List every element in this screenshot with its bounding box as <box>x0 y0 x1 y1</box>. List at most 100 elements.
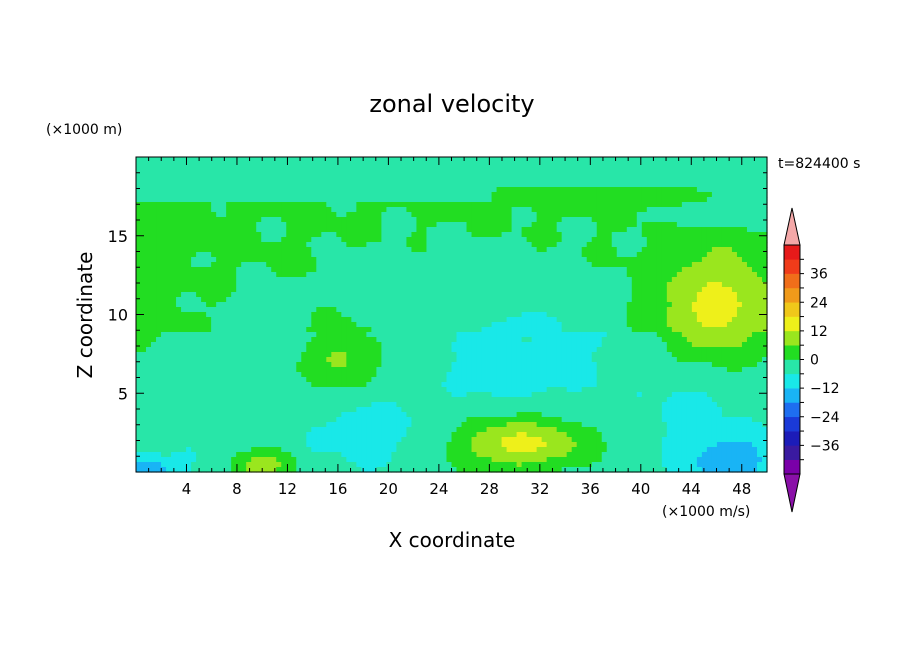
field-cell <box>371 317 377 323</box>
field-cell <box>211 322 217 328</box>
field-cell <box>616 267 623 273</box>
field-cell <box>206 312 212 318</box>
field-cell <box>511 292 518 298</box>
field-cell <box>736 217 743 223</box>
field-cell <box>231 292 237 298</box>
field-cell <box>731 252 738 258</box>
field-cell <box>311 342 317 348</box>
field-cell <box>281 232 287 238</box>
field-cell <box>551 172 558 178</box>
field-cell <box>301 312 307 318</box>
field-cell <box>286 237 292 243</box>
field-cell <box>366 212 372 218</box>
field-cell <box>311 212 317 218</box>
field-cell <box>226 272 232 278</box>
field-cell <box>546 282 553 288</box>
field-cell <box>336 297 342 303</box>
field-cell <box>541 217 548 223</box>
field-cell <box>396 242 403 248</box>
field-cell <box>361 352 367 358</box>
field-cell <box>321 347 327 353</box>
field-cell <box>586 272 593 278</box>
field-cell <box>406 157 413 163</box>
field-cell <box>176 232 182 238</box>
field-cell <box>401 222 408 228</box>
field-cell <box>636 197 643 203</box>
field-cell <box>311 172 317 178</box>
field-cell <box>556 157 563 163</box>
field-cell <box>536 287 543 293</box>
field-cell <box>761 342 768 348</box>
field-cell <box>606 207 613 213</box>
field-cell <box>361 242 367 248</box>
field-cell <box>601 177 608 183</box>
field-cell <box>286 302 292 308</box>
field-cell <box>541 162 548 168</box>
field-cell <box>371 337 377 343</box>
field-cell <box>496 237 503 243</box>
field-cell <box>761 242 768 248</box>
field-cell <box>561 197 568 203</box>
field-cell <box>346 192 352 198</box>
field-cell <box>171 292 177 298</box>
field-cell <box>556 222 563 228</box>
field-cell <box>681 222 688 228</box>
field-cell <box>481 192 488 198</box>
field-cell <box>266 322 272 328</box>
field-cell <box>451 192 458 198</box>
field-cell <box>706 252 713 258</box>
field-cell <box>306 202 312 208</box>
field-cell <box>616 202 623 208</box>
field-cell <box>251 337 257 343</box>
field-cell <box>656 237 663 243</box>
field-cell <box>516 182 523 188</box>
field-cell <box>326 287 332 293</box>
field-cell <box>646 287 653 293</box>
field-cell <box>596 347 603 353</box>
field-cell <box>761 157 768 163</box>
field-cell <box>616 172 623 178</box>
field-cell <box>246 302 252 308</box>
field-cell <box>331 242 337 248</box>
field-cell <box>156 212 162 218</box>
field-cell <box>141 352 147 358</box>
field-cell <box>631 162 638 168</box>
field-cell <box>761 307 768 313</box>
field-cell <box>226 197 232 203</box>
field-cell <box>256 257 262 263</box>
field-cell <box>491 327 498 333</box>
field-cell <box>361 312 367 318</box>
field-cell <box>201 347 207 353</box>
field-cell <box>476 287 483 293</box>
field-cell <box>406 172 413 178</box>
field-cell <box>166 317 172 323</box>
field-cell <box>606 177 613 183</box>
field-cell <box>176 237 182 243</box>
field-cell <box>526 162 533 168</box>
field-cell <box>481 237 488 243</box>
field-cell <box>326 192 332 198</box>
field-cell <box>601 257 608 263</box>
field-cell <box>651 237 658 243</box>
field-cell <box>416 262 423 268</box>
field-cell <box>286 177 292 183</box>
field-cell <box>136 267 142 273</box>
field-cell <box>401 172 408 178</box>
field-cell <box>761 192 768 198</box>
field-cell <box>756 167 763 173</box>
field-cell <box>706 237 713 243</box>
field-cell <box>381 292 387 298</box>
field-cell <box>346 202 352 208</box>
field-cell <box>596 257 603 263</box>
field-cell <box>586 227 593 233</box>
field-cell <box>456 172 463 178</box>
field-cell <box>546 277 553 283</box>
field-cell <box>691 317 698 323</box>
field-cell <box>186 177 192 183</box>
field-cell <box>306 237 312 243</box>
field-cell <box>316 287 322 293</box>
field-cell <box>726 302 733 308</box>
field-cell <box>461 317 468 323</box>
field-cell <box>201 332 207 338</box>
field-cell <box>611 297 618 303</box>
